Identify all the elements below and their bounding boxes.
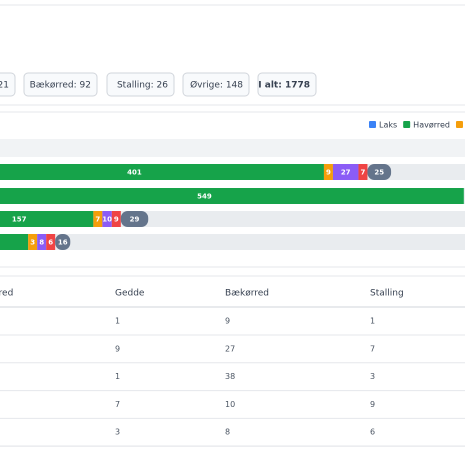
- stat-pill: [0, 72, 16, 97]
- bar-segment: [367, 164, 392, 180]
- bar-segment: [323, 164, 333, 180]
- stat-pill-text: I alt: 1778: [258, 81, 310, 91]
- stat-pill-text: Stalling: 26: [117, 81, 168, 91]
- bar-track: [0, 234, 465, 250]
- bar-segment-label: 6: [48, 239, 53, 247]
- table-cell: 8: [225, 428, 230, 437]
- legend-label: Havørred: [413, 121, 450, 130]
- bar-segment: [111, 211, 121, 227]
- table-cell: 3: [370, 372, 375, 381]
- bar-segment-label: 16: [58, 239, 68, 247]
- bar-segment: [0, 164, 324, 180]
- table-cell: 9: [225, 317, 230, 326]
- bar-segment: [120, 211, 149, 227]
- table-cell: 1: [115, 317, 120, 326]
- bar-segment-label: 3: [30, 239, 35, 247]
- bar-segment-label: 401: [127, 169, 142, 177]
- table-header-cell: Stalling: [370, 289, 404, 299]
- stat-pill-text: 21: [0, 81, 9, 91]
- bar-segment-label: 27: [341, 169, 351, 177]
- table-cell: 10: [225, 400, 235, 409]
- bar-segment: [332, 164, 359, 180]
- bar-segment: [93, 211, 103, 227]
- table-header-cell: Bækørred: [225, 289, 269, 299]
- table-cell: 7: [115, 400, 120, 409]
- table-cell: 27: [225, 344, 235, 353]
- stat-pill-text: Bækørred: 92: [30, 81, 91, 91]
- bar-segment: [0, 188, 464, 204]
- bar-segment-label: 8: [39, 239, 44, 247]
- bar-segment: [55, 234, 71, 250]
- table-cell: 9: [115, 344, 120, 353]
- table-cell: 3: [115, 428, 120, 437]
- bar-segment-label: 25: [374, 169, 384, 177]
- bar-segment-label: 7: [95, 216, 100, 224]
- bar-segment: [37, 234, 47, 250]
- bar-segment-label: 29: [130, 216, 140, 224]
- table-cell: 6: [370, 428, 375, 437]
- bar-segment-label: 549: [197, 193, 212, 201]
- table-cell: 7: [370, 344, 375, 353]
- stat-pill: [257, 72, 317, 97]
- table-card: [0, 275, 465, 447]
- legend-swatch: [403, 121, 411, 128]
- bar-segment-label: 9: [114, 216, 119, 224]
- stat-pill-text: Øvrige: 148: [190, 80, 243, 91]
- bar-segment: [46, 234, 56, 250]
- table-cell: 1: [115, 372, 120, 381]
- bar-segment: [0, 211, 94, 227]
- bar-segment: [0, 234, 29, 250]
- bar-segment: [102, 211, 112, 227]
- table-cell: 38: [225, 372, 235, 381]
- bar-segment: [28, 234, 38, 250]
- bar-segment-label: 10: [102, 216, 112, 224]
- table-header-cell: rred: [0, 289, 13, 299]
- stat-pill: [23, 72, 98, 97]
- table-cell: 1: [370, 317, 375, 326]
- legend-swatch: [369, 121, 376, 128]
- bar-segment-label: 9: [326, 169, 331, 177]
- stat-pill: [106, 72, 175, 97]
- bar-segment: [358, 164, 368, 180]
- bar-segment-label: 157: [12, 216, 27, 224]
- stat-pill: [182, 72, 250, 97]
- table-header-cell: Gedde: [115, 289, 145, 299]
- legend-label: Laks: [379, 121, 397, 130]
- table-cell: 9: [370, 400, 375, 409]
- chart-header-band: [0, 139, 465, 157]
- bar-segment-label: 7: [361, 169, 366, 177]
- legend-swatch: [455, 121, 463, 128]
